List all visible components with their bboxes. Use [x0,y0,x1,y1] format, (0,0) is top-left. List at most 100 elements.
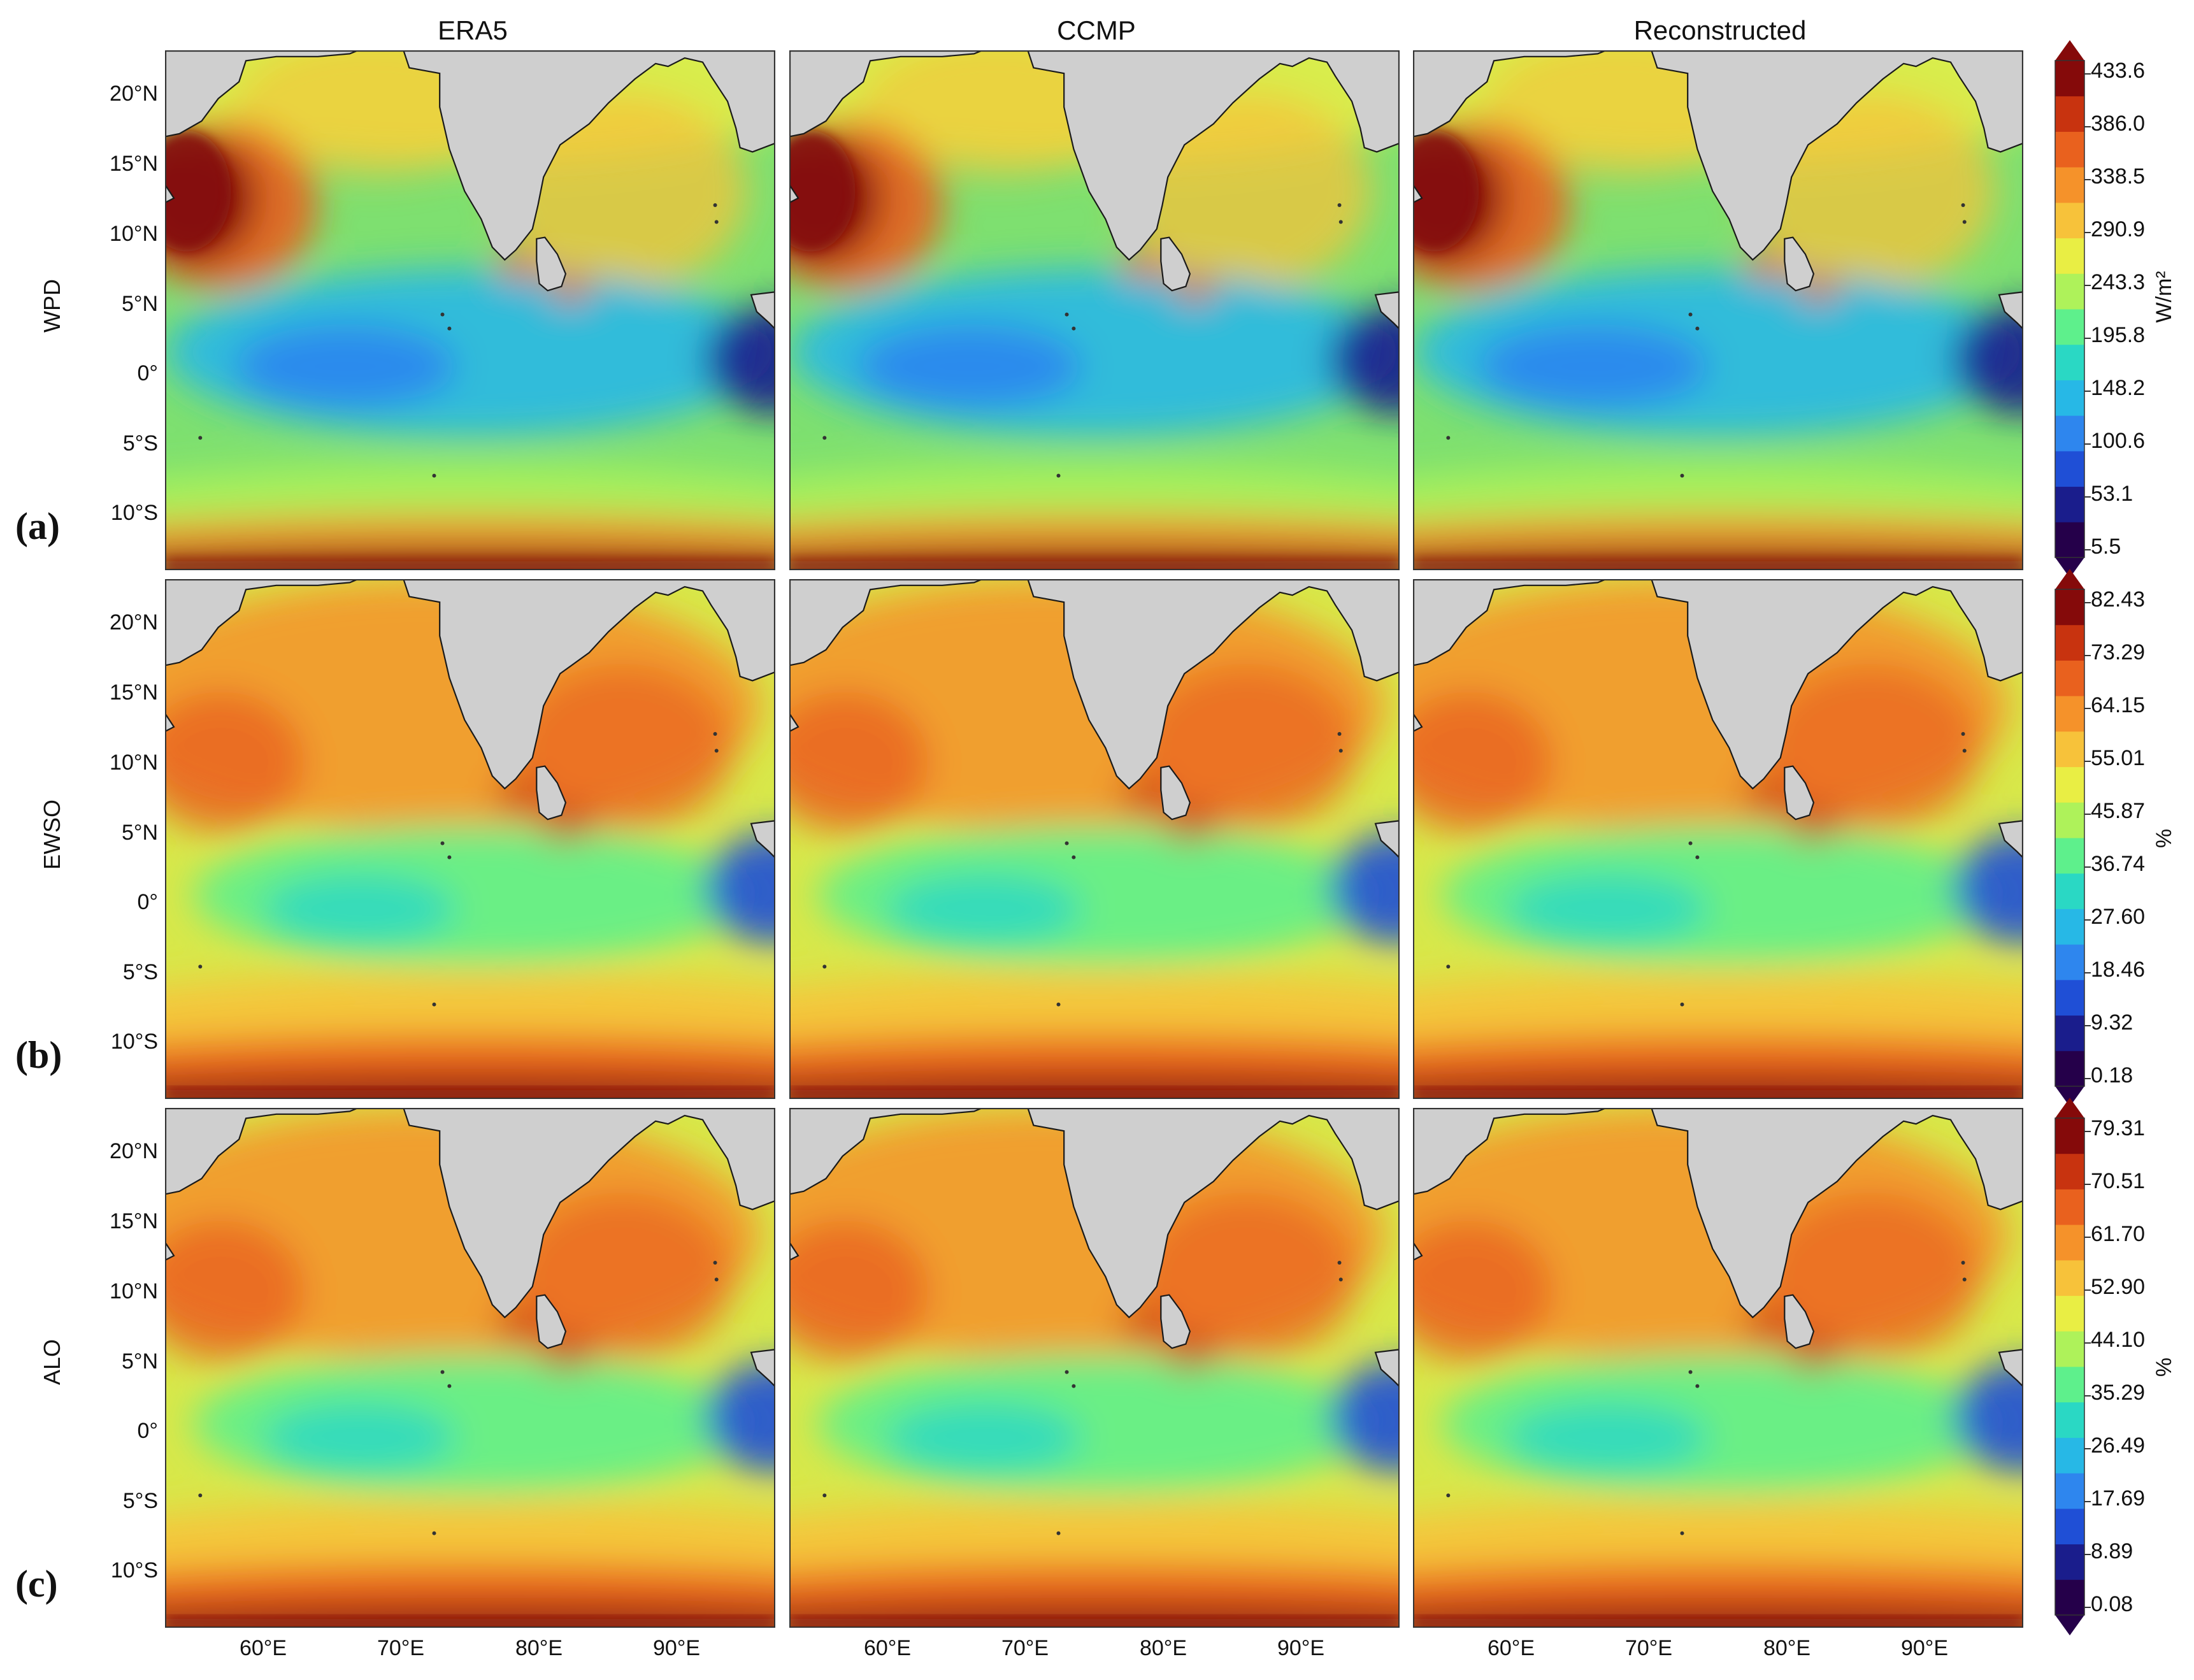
island [822,965,827,969]
island [1695,1384,1700,1388]
field-contour [790,131,856,252]
map-panel-alo-reconstructed [1413,1108,2023,1628]
island [1056,1531,1061,1535]
lon-label: 80°E [1763,1636,1810,1660]
sumatra-land [750,1349,775,1388]
somalia-land [166,184,175,203]
lat-label: 10°N [110,222,158,246]
field-contour [1121,1307,1168,1342]
somalia-land [1414,1242,1423,1261]
sri-lanka-land [1160,1294,1191,1349]
lat-label: 10°S [111,1030,158,1054]
sri-lanka-land [1784,1294,1815,1349]
island [447,855,452,859]
colorbar-tick: 79.31 [2091,1116,2145,1140]
island [1961,732,1965,736]
lon-labels-col-3: 60°E 70°E 80°E 90°E [1488,1636,1948,1660]
colorbar-alo: % 0.08 8.89 17.69 26.49 35.29 44.10 52.9… [2054,1098,2176,1635]
map-panel-wpd-era5 [165,50,775,570]
lat-label: 20°N [110,610,158,635]
lat-label: 15°N [110,152,158,176]
colorbar-segment [2055,486,2084,522]
colorbar-frame [2054,589,2085,1087]
arabia-land [166,580,357,666]
lat-label: 5°N [122,1349,158,1374]
island [1961,203,1965,207]
panel-frame [1413,579,2023,1099]
island [432,1531,436,1535]
lon-label: 60°E [1488,1636,1535,1660]
sri-lanka-land [536,765,567,821]
island [1065,312,1069,317]
map-panel-ewso-reconstructed [1413,579,2023,1099]
field-contour [1414,1221,1552,1361]
field-contour [512,664,733,832]
panel-frame [165,50,775,570]
island [1337,203,1342,207]
row-tag-a: (a) [15,505,60,547]
field-contour [1744,1307,1792,1342]
colorbar-tick: 70.51 [2091,1169,2145,1193]
colorbar-segment [2055,802,2084,838]
island [713,1261,717,1265]
island [1072,326,1076,331]
field-contour [790,692,929,832]
island [1065,1370,1069,1374]
lon-label: 90°E [1277,1636,1324,1660]
field-contour [1760,1193,1981,1361]
colorbar-tick: 0.08 [2091,1592,2133,1616]
colorbar-segment [2055,309,2084,345]
somalia-land [790,713,799,732]
island [714,220,719,224]
somalia-land [790,1242,799,1261]
row-tag-c: (c) [15,1563,58,1605]
colorbar-segment [2055,238,2084,274]
arabia-land [166,51,357,138]
colorbar-frame [2054,1117,2085,1616]
colorbar-segment [2055,944,2084,980]
colorbar-tick: 5.5 [2091,535,2121,559]
sumatra-land [750,820,775,859]
somalia-land [1414,184,1423,203]
field-contour [790,1088,1399,1098]
lat-label: 5°N [122,292,158,316]
colorbar-segment [2055,624,2084,661]
colorbar-segment [2055,61,2084,97]
lat-label: 15°N [110,1209,158,1233]
lon-label: 90°E [1901,1636,1948,1660]
column-title-ccmp: CCMP [1057,15,1136,45]
island [447,326,452,331]
colorbar-segment [2055,1367,2084,1403]
island [440,1370,445,1374]
colorbar-segment [2055,167,2084,203]
colorbar-tick: 82.43 [2091,587,2145,612]
colorbar-tick: 73.29 [2091,640,2145,664]
island [447,1384,452,1388]
map-panel-wpd-reconstructed [1413,50,2023,570]
india-land [356,580,775,790]
field-contour [1953,1361,2023,1473]
island [440,841,445,845]
colorbar-segment [2055,660,2084,696]
lat-label: 10°S [111,1558,158,1583]
sri-lanka-land [1784,236,1815,292]
sumatra-land [1998,820,2023,859]
island [1338,749,1343,753]
colorbar-segment [2055,908,2084,945]
colorbar-segment [2055,1295,2084,1332]
colorbar-segment [2055,1118,2084,1154]
field-contour [166,559,775,570]
somalia-land [166,1242,175,1261]
field-contour [1330,1361,1399,1473]
row-label-wpd: WPD [39,279,65,333]
panel-frame [789,579,1400,1099]
lat-label: 10°N [110,1279,158,1303]
island [1962,220,1967,224]
lat-labels-row-c: 20°N 15°N 10°N 5°N 0° 5°S 10°S [110,1139,158,1583]
island [714,749,719,753]
colorbar-tick: 0.18 [2091,1063,2133,1088]
field-contour [166,692,305,832]
sumatra-land [1998,1349,2023,1388]
